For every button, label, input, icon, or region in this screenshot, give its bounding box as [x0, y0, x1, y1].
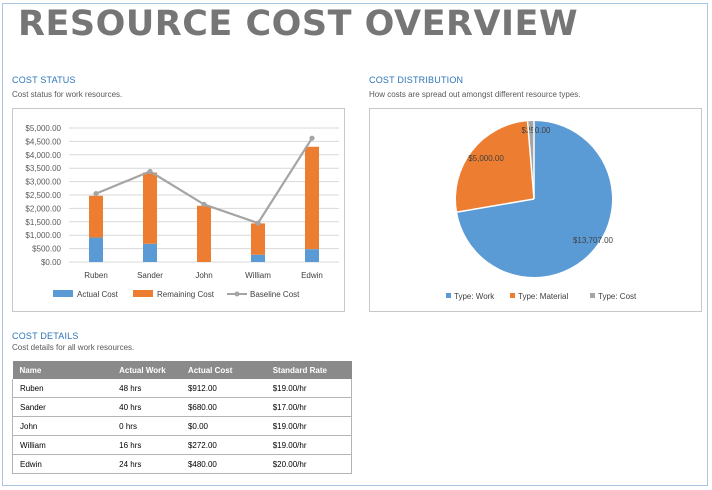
cell-standard-rate: $19.00/hr	[265, 379, 352, 398]
cell-name: John	[12, 416, 113, 436]
pie-slice	[456, 121, 534, 213]
y-tick-label: $2,000.00	[25, 204, 61, 213]
bar-remaining-cost	[305, 146, 319, 250]
cost-details-subtitle: Cost details for all work resources.	[12, 343, 135, 352]
pie-separator	[526, 121, 535, 200]
cell-name: William	[12, 435, 113, 455]
pie-data-label: $5,000.00	[468, 154, 504, 163]
x-tick-label: Ruben	[84, 271, 108, 280]
cell-actual-cost: $680.00	[180, 397, 266, 417]
baseline-cost-point	[255, 220, 261, 226]
y-tick-label: $3,000.00	[25, 178, 61, 187]
legend-label: Type: Work	[454, 292, 495, 301]
cell-standard-rate: $20.00/hr	[265, 454, 352, 474]
cell-name: Edwin	[12, 454, 113, 474]
y-tick-label: $0.00	[41, 258, 62, 267]
legend-swatch-point	[234, 291, 240, 297]
page-title: RESOURCE COST OVERVIEW	[18, 4, 579, 44]
cost-status-chart-panel[interactable]: $0.00 $500.00 $1,000.00 $1,500.00 $2,000.00 $…	[12, 108, 345, 312]
baseline-cost-point	[93, 191, 99, 197]
cell-standard-rate: $19.00/hr	[265, 416, 352, 436]
y-tick-label: $1,500.00	[25, 218, 61, 227]
bar-actual-cost	[89, 237, 103, 262]
baseline-cost-point	[201, 201, 207, 207]
cell-name: Ruben	[12, 379, 113, 398]
cost-status-heading: COST STATUS	[12, 75, 76, 85]
table-header-row: Name Actual Work Actual Cost Standard Ra…	[12, 361, 352, 379]
legend-swatch	[590, 293, 595, 298]
bar-remaining-cost	[89, 195, 103, 238]
cost-status-chart: $0.00 $500.00 $1,000.00 $1,500.00 $2,000.00 $…	[25, 124, 339, 299]
cost-distribution-chart-panel[interactable]: $13,707.00 $5,000.00 $250.00 Type: Work Type…	[369, 108, 702, 312]
x-tick-label: Sander	[137, 271, 163, 280]
cost-distribution-subtitle: How costs are spread out amongst differe…	[369, 90, 581, 99]
pie-separator	[456, 198, 535, 213]
cost-status-subtitle: Cost status for work resources.	[12, 90, 123, 99]
y-tick-label: $2,500.00	[25, 191, 61, 200]
legend-swatch	[446, 293, 451, 298]
legend-swatch	[133, 290, 153, 297]
report-frame	[2, 3, 708, 486]
legend-label: Baseline Cost	[250, 290, 300, 299]
y-tick-label: $5,000.00	[25, 124, 61, 133]
y-tick-label: $1,000.00	[25, 231, 61, 240]
cell-actual-work: 40 hrs	[112, 397, 181, 417]
bar-remaining-cost	[251, 223, 265, 255]
pie-data-label: $13,707.00	[573, 236, 614, 245]
cell-actual-cost: $272.00	[180, 435, 266, 455]
bar-remaining-cost	[197, 205, 211, 262]
legend-swatch	[510, 293, 515, 298]
x-tick-label: Edwin	[301, 271, 323, 280]
bar-actual-cost	[251, 254, 265, 262]
column-header-standard-rate[interactable]: Standard Rate	[265, 361, 352, 379]
table-row[interactable]: William 16 hrs $272.00 $19.00/hr	[12, 435, 352, 455]
table-row[interactable]: John 0 hrs $0.00 $19.00/hr	[12, 416, 352, 436]
cell-actual-cost: $0.00	[180, 416, 266, 436]
cell-actual-work: 0 hrs	[112, 416, 181, 436]
cell-name: Sander	[12, 397, 113, 417]
bar-actual-cost	[143, 243, 157, 262]
y-tick-label: $4,500.00	[25, 137, 61, 146]
legend-label: Actual Cost	[77, 290, 119, 299]
pie-data-label: $250.00	[522, 126, 551, 135]
x-tick-label: John	[195, 271, 212, 280]
legend-swatch	[53, 290, 73, 297]
cost-details-heading: COST DETAILS	[12, 331, 79, 341]
bar-actual-cost	[305, 249, 319, 262]
cell-actual-cost: $912.00	[180, 379, 266, 398]
y-tick-label: $3,500.00	[25, 164, 61, 173]
table-row[interactable]: Sander 40 hrs $680.00 $17.00/hr	[12, 397, 352, 417]
baseline-cost-point	[147, 168, 153, 175]
cell-actual-cost: $480.00	[180, 454, 266, 474]
bar-remaining-cost	[143, 172, 157, 244]
column-header-name[interactable]: Name	[12, 361, 113, 379]
y-tick-label: $4,000.00	[25, 151, 61, 160]
cost-details-table: Name Actual Work Actual Cost Standard Ra…	[12, 361, 352, 474]
legend-label: Remaining Cost	[157, 290, 215, 299]
cell-standard-rate: $17.00/hr	[265, 397, 352, 417]
table-row[interactable]: Edwin 24 hrs $480.00 $20.00/hr	[12, 454, 352, 474]
cell-standard-rate: $19.00/hr	[265, 435, 352, 455]
column-header-actual-work[interactable]: Actual Work	[112, 361, 181, 379]
x-tick-label: William	[245, 271, 271, 280]
cell-actual-work: 24 hrs	[112, 454, 181, 474]
column-header-actual-cost[interactable]: Actual Cost	[180, 361, 266, 379]
legend-label: Type: Cost	[598, 292, 637, 301]
cell-actual-work: 48 hrs	[112, 379, 181, 398]
cost-distribution-heading: COST DISTRIBUTION	[369, 75, 464, 85]
cell-actual-work: 16 hrs	[112, 435, 181, 455]
legend-label: Type: Material	[518, 292, 568, 301]
cost-distribution-chart: $13,707.00 $5,000.00 $250.00 Type: Work Type…	[446, 121, 637, 301]
baseline-cost-point	[309, 135, 315, 141]
table-row[interactable]: Ruben 48 hrs $912.00 $19.00/hr	[12, 379, 352, 398]
y-tick-label: $500.00	[32, 245, 61, 254]
